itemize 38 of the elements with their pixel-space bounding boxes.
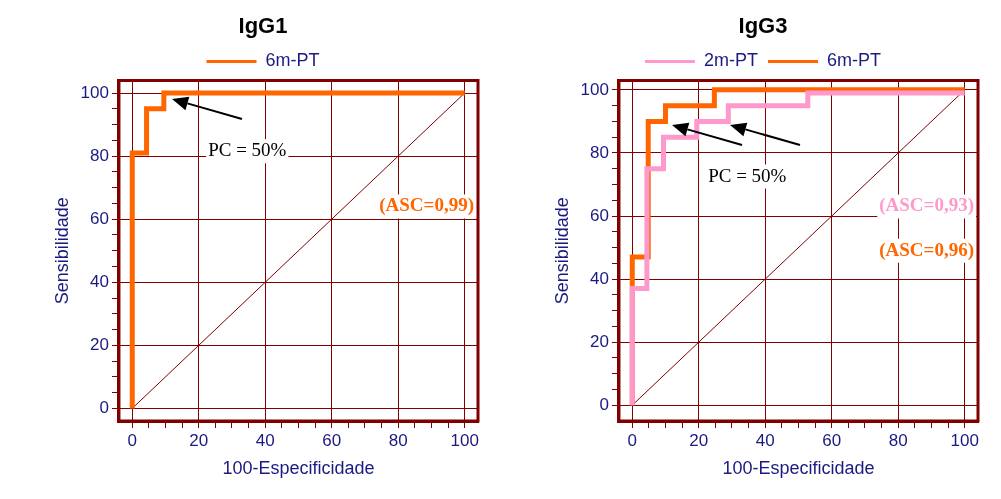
annotation: PC = 50% (208, 139, 287, 161)
x-tick-label: 60 (322, 430, 342, 450)
annotation: PC = 50% (708, 164, 787, 186)
x-tick-label: 20 (689, 430, 709, 450)
legend-label: 2m-PT (704, 50, 758, 71)
y-tick-label: 100 (80, 82, 109, 102)
y-tick-label: 60 (90, 208, 109, 228)
x-tick-label: 100 (450, 430, 479, 450)
x-tick-label: 40 (755, 430, 775, 450)
y-tick-label: 80 (590, 142, 609, 162)
y-tick-label: 40 (590, 268, 609, 288)
chart-title: IgG3 (738, 13, 788, 39)
legend-label: 6m-PT (265, 50, 320, 71)
y-tick-label: 20 (90, 335, 109, 354)
y-tick-label: 0 (99, 398, 109, 418)
x-axis-title: 100-Especificidade (722, 458, 875, 479)
y-axis-title: Sensibilidade (551, 197, 572, 305)
x-tick-label: 100 (950, 430, 979, 450)
x-tick-label: 0 (127, 430, 137, 450)
x-tick-label: 0 (627, 430, 637, 450)
annotation: (ASC=0,99) (379, 194, 474, 217)
y-tick-label: 60 (590, 205, 609, 225)
x-tick-label: 60 (822, 430, 842, 450)
legend-label: 6m-PT (827, 50, 881, 71)
y-axis-title: Sensibilidade (51, 197, 72, 305)
y-tick-label: 40 (90, 271, 109, 291)
x-axis-title: 100-Especificidade (222, 458, 375, 479)
y-tick-label: 80 (90, 145, 109, 165)
x-tick-label: 20 (189, 430, 209, 450)
y-tick-label: 0 (599, 394, 609, 414)
x-tick-label: 80 (888, 430, 908, 450)
y-tick-label: 20 (590, 331, 609, 351)
chart-title: IgG1 (238, 13, 288, 39)
x-tick-label: 80 (388, 430, 408, 450)
x-tick-label: 40 (255, 430, 275, 450)
y-tick-label: 100 (580, 79, 609, 99)
annotation: (ASC=0,96) (879, 238, 974, 261)
annotation: (ASC=0,93) (879, 194, 974, 217)
